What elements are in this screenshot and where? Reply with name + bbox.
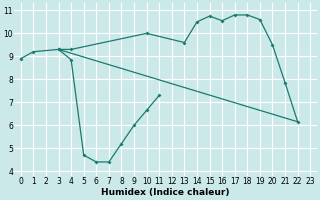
X-axis label: Humidex (Indice chaleur): Humidex (Indice chaleur) (101, 188, 230, 197)
